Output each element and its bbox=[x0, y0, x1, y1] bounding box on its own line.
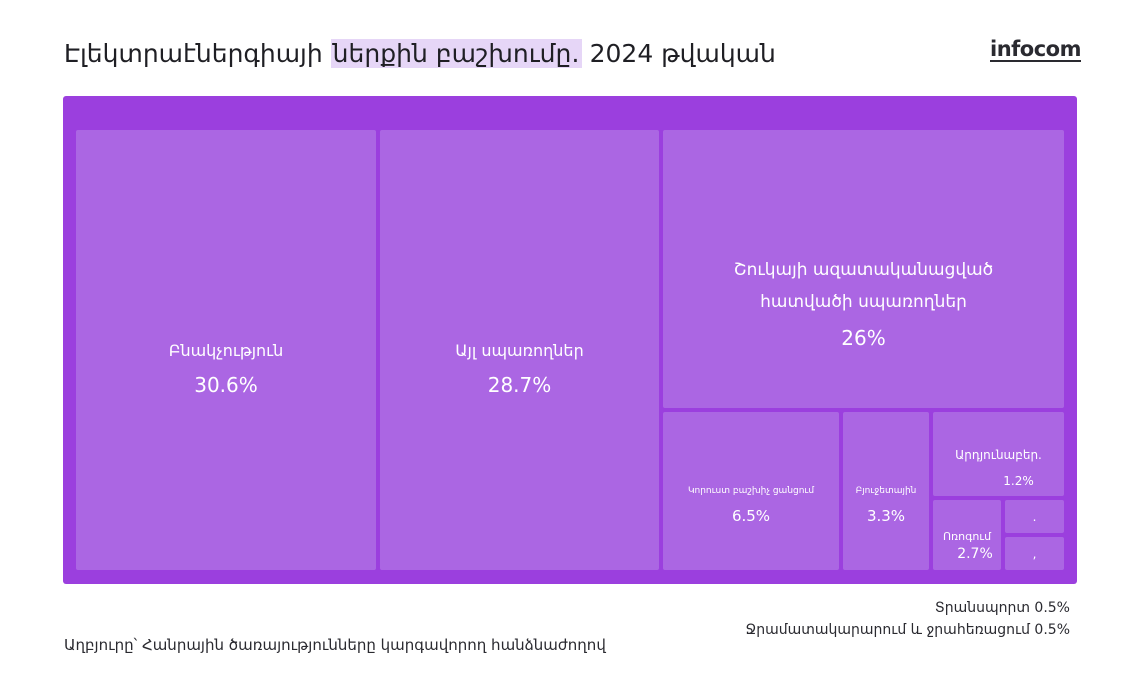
chart-title: Էլեկտրաէներգիայի ներքին բաշխումը․ 2024 թ… bbox=[64, 36, 776, 72]
source-note: Աղբյուրը՝ Հանրային ծառայությունները կարգ… bbox=[64, 636, 606, 654]
tile-water-supply-label: , bbox=[1032, 547, 1037, 561]
tile-irrigation-label: Ոռոգում bbox=[942, 530, 992, 543]
tile-budget-value: 3.3% bbox=[866, 507, 906, 525]
tile-liberalized-market: Շուկայի ազատականացված հատվածի սպառողներ … bbox=[663, 130, 1064, 408]
title-prefix: Էլեկտրաէներգիայի bbox=[64, 39, 323, 68]
title-suffix: 2024 թվական bbox=[589, 39, 776, 68]
tile-water-supply: , bbox=[1005, 537, 1064, 570]
treemap-chart: Բնակչություն 30.6% Այլ սպառողներ 28.7% Շ… bbox=[63, 96, 1077, 584]
tile-irrigation: Ոռոգում 2.7% bbox=[933, 500, 1001, 570]
tile-liberalized-label-2: հատվածի սպառողներ bbox=[760, 292, 967, 312]
tile-other-consumers: Այլ սպառողներ 28.7% bbox=[380, 130, 659, 570]
tile-population: Բնակչություն 30.6% bbox=[76, 130, 376, 570]
tile-population-value: 30.6% bbox=[194, 373, 258, 397]
tile-transport: . bbox=[1005, 500, 1064, 533]
tile-budget-label: Բյուջետային bbox=[855, 486, 917, 496]
note-transport: Տրանսպորտ 0.5% bbox=[934, 600, 1070, 616]
tile-industry: Արդյունաբեր. 1.2% bbox=[933, 412, 1064, 496]
tile-irrigation-value: 2.7% bbox=[957, 546, 993, 562]
tile-other-consumers-value: 28.7% bbox=[487, 373, 552, 397]
tile-liberalized-label-1: Շուկայի ազատականացված bbox=[733, 260, 994, 280]
tile-liberalized-value: 26% bbox=[841, 326, 886, 350]
title-highlight: ներքին բաշխումը․ bbox=[330, 39, 582, 68]
tile-industry-value: 1.2% bbox=[1003, 474, 1034, 488]
tile-distribution-loss-label: Կորուստ բաշխիչ ցանցում bbox=[687, 486, 815, 496]
tile-other-consumers-label: Այլ սպառողներ bbox=[455, 341, 584, 360]
tile-transport-label: . bbox=[1032, 510, 1037, 524]
tile-distribution-loss-value: 6.5% bbox=[731, 507, 771, 525]
infocom-logo: infocom bbox=[990, 37, 1081, 62]
tile-budget: Բյուջետային 3.3% bbox=[843, 412, 929, 570]
tile-distribution-loss: Կորուստ բաշխիչ ցանցում 6.5% bbox=[663, 412, 839, 570]
tile-population-label: Բնակչություն bbox=[168, 341, 284, 360]
tile-industry-label: Արդյունաբեր. bbox=[955, 448, 1042, 462]
note-water-supply: Ջրամատակարարում և ջրահեռացում 0.5% bbox=[745, 622, 1070, 638]
